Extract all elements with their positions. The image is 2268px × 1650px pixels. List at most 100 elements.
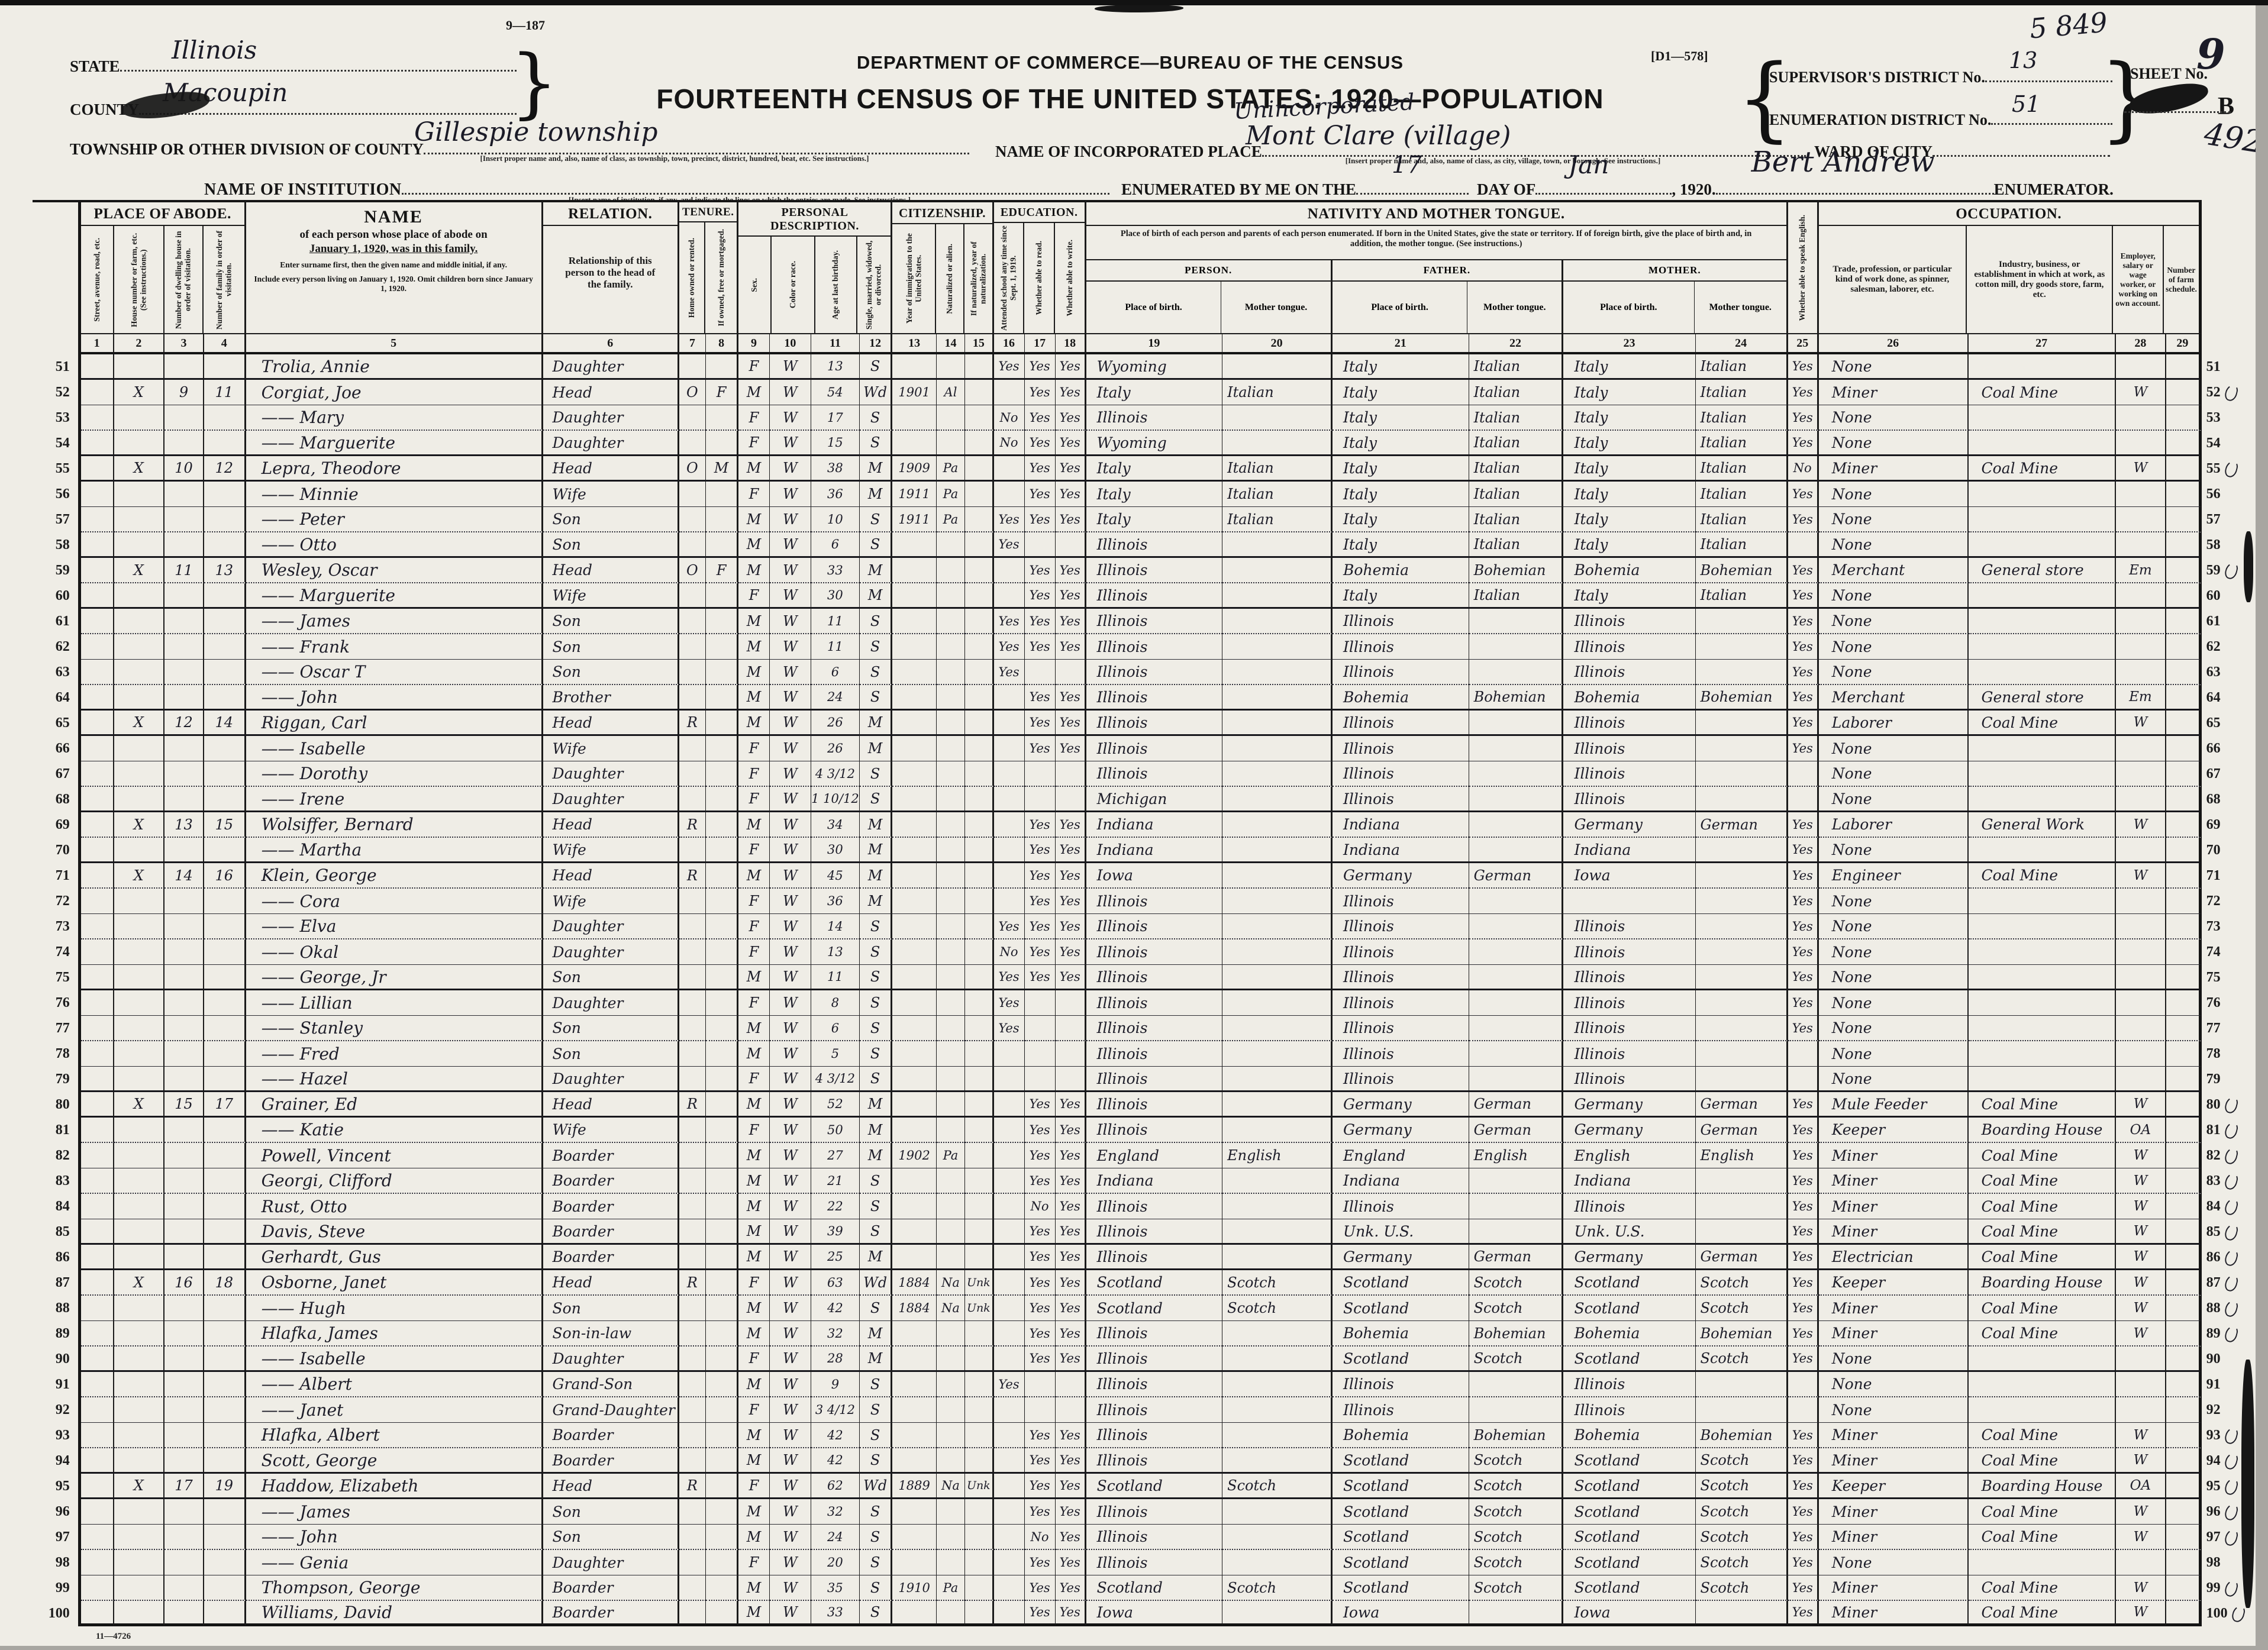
dwelling-number: 10	[164, 456, 204, 482]
line-number: 89	[33, 1321, 81, 1347]
subgroup-person: PERSON.	[1086, 260, 1333, 280]
mother-birthplace: Italy	[1563, 532, 1696, 558]
speaks-english: Yes	[1788, 711, 1819, 736]
mother-birthplace: Scotland	[1563, 1474, 1696, 1499]
naturalization-year	[965, 736, 994, 761]
dwelling-number	[164, 609, 204, 634]
attended-school	[993, 1296, 1025, 1321]
person-mother-tongue	[1222, 965, 1333, 990]
margin-scribble	[2223, 1197, 2239, 1216]
street	[80, 1423, 114, 1448]
employment-class	[2115, 1372, 2167, 1397]
trade: Miner	[1818, 1143, 1969, 1168]
mother-birthplace: Scotland	[1563, 1525, 1696, 1550]
able-to-read: Yes	[1024, 1168, 1056, 1194]
color-race: W	[769, 1474, 812, 1499]
education-title: EDUCATION.	[993, 202, 1085, 223]
naturalization-year	[965, 1423, 994, 1448]
person-birthplace: Illinois	[1086, 1397, 1223, 1423]
attended-school	[993, 1168, 1025, 1194]
color-race: W	[769, 1219, 812, 1245]
column-number: 19	[1086, 333, 1223, 354]
family-number: 18	[204, 1270, 246, 1296]
line-number-right: 54	[2206, 435, 2221, 451]
speaks-english: Yes	[1788, 583, 1819, 609]
speaks-english: Yes	[1788, 1194, 1819, 1219]
relation: Boarder	[543, 1168, 680, 1194]
naturalized-alien	[936, 354, 966, 380]
enum-district-label: ENUMERATION DISTRICT No.	[1769, 111, 1992, 128]
marital-status: S	[859, 1550, 893, 1575]
naturalization-year	[965, 583, 994, 609]
house-number	[114, 583, 165, 609]
house-number	[114, 1499, 165, 1525]
naturalized-alien	[936, 914, 966, 939]
home-owned-rented: R	[679, 1270, 706, 1296]
employment-class	[2115, 532, 2167, 558]
house-number: X	[114, 558, 165, 583]
person-birthplace: Illinois	[1086, 939, 1223, 965]
farm-schedule	[2166, 354, 2202, 380]
color-race: W	[769, 1016, 812, 1041]
speaks-english: Yes	[1788, 1270, 1819, 1296]
col-able-to-write: Whether able to write.	[1065, 240, 1075, 317]
family-number	[204, 507, 246, 532]
line-number-right: 53	[2206, 410, 2221, 425]
marital-status: S	[859, 431, 893, 456]
person-mother-tongue	[1222, 838, 1333, 863]
farm-schedule	[2166, 1321, 2202, 1347]
house-number	[114, 1118, 165, 1143]
sex: M	[738, 1219, 770, 1245]
page-title: FOURTEENTH CENSUS OF THE UNITED STATES: …	[656, 83, 1604, 114]
age: 28	[811, 1347, 860, 1372]
immigration-year	[892, 1092, 937, 1118]
supervisor-row: SUPERVISOR'S DISTRICT No.	[1769, 64, 2112, 86]
line-number-right: 90	[2206, 1351, 2221, 1367]
line-number: 97	[33, 1525, 81, 1550]
relation: Daughter	[543, 787, 680, 812]
able-to-write: Yes	[1055, 583, 1086, 609]
trade: Miner	[1818, 1194, 1969, 1219]
street	[80, 1550, 114, 1575]
owned-free-mortgaged	[705, 685, 739, 711]
employment-class	[2115, 507, 2167, 532]
owned-free-mortgaged	[705, 1550, 739, 1575]
naturalization-year	[965, 1525, 994, 1550]
sex: M	[738, 1041, 770, 1067]
age: 24	[811, 1525, 860, 1550]
name: Scott, George	[246, 1448, 543, 1474]
naturalization-year	[965, 431, 994, 456]
person-mother-tongue	[1222, 863, 1333, 889]
relation: Boarder	[543, 1423, 680, 1448]
naturalization-year	[965, 787, 994, 812]
father-mother-tongue: Italian	[1469, 456, 1564, 482]
father-birthplace: Illinois	[1333, 1372, 1469, 1397]
name: —— Janet	[246, 1397, 543, 1423]
immigration-year	[892, 1601, 937, 1626]
naturalized-alien	[936, 634, 966, 660]
mother-mother-tongue	[1695, 889, 1788, 914]
immigration-year	[892, 1016, 937, 1041]
age: 11	[811, 609, 860, 634]
speaks-english: Yes	[1788, 634, 1819, 660]
able-to-read: Yes	[1024, 736, 1056, 761]
sheet-value: 9	[2196, 30, 2225, 79]
line-number: 79	[33, 1067, 81, 1092]
dwelling-number	[164, 1016, 204, 1041]
able-to-read: Yes	[1024, 380, 1056, 405]
dwelling-number	[164, 1041, 204, 1067]
father-birthplace: Italy	[1333, 532, 1469, 558]
owned-free-mortgaged	[705, 405, 739, 431]
able-to-write: Yes	[1055, 1092, 1086, 1118]
name: —— Frank	[246, 634, 543, 660]
year-label: , 1920.	[1672, 180, 1716, 198]
mother-birthplace: English	[1563, 1143, 1696, 1168]
state-value: Illinois	[172, 35, 257, 64]
person-birthplace: Illinois	[1086, 1041, 1223, 1067]
naturalization-year	[965, 660, 994, 685]
relation: Head	[543, 863, 680, 889]
ward-blank	[1933, 138, 2110, 157]
farm-schedule	[2166, 1397, 2202, 1423]
marital-status: S	[859, 609, 893, 634]
speaks-english: Yes	[1788, 1448, 1819, 1474]
